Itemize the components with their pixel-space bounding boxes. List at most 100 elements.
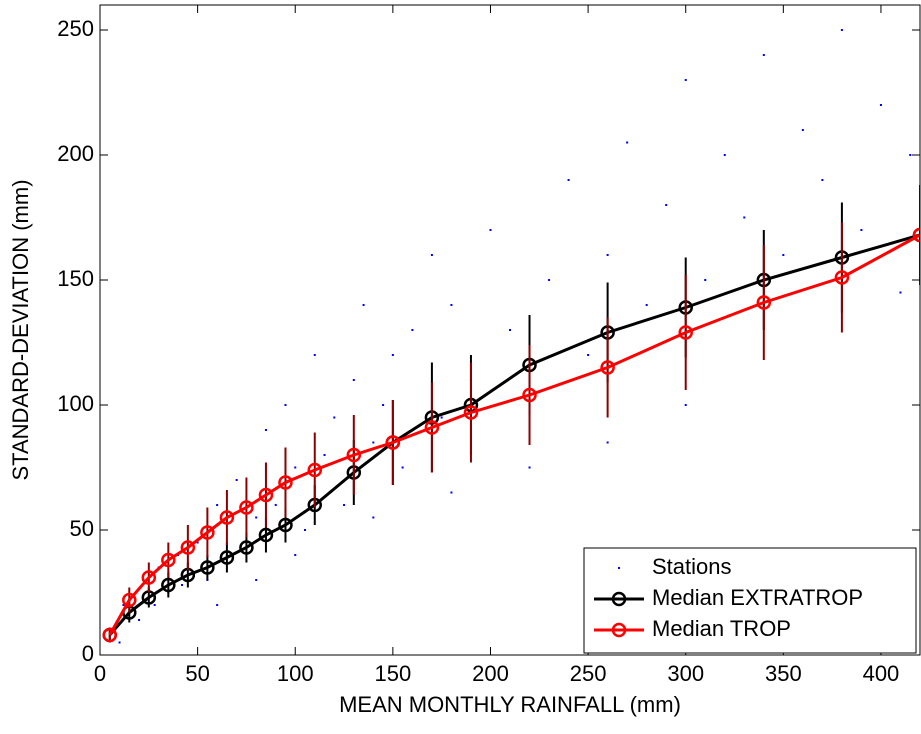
median-marker <box>161 577 176 593</box>
station-point <box>294 554 297 556</box>
median-marker <box>522 387 537 403</box>
median-marker <box>161 552 176 568</box>
station-point <box>138 619 141 621</box>
station-point <box>216 604 219 606</box>
station-point <box>840 29 843 31</box>
y-axis-label: STANDARD-DEVIATION (mm) <box>8 179 33 480</box>
station-point <box>181 584 183 586</box>
station-point <box>821 179 824 181</box>
legend-label: Stations <box>652 554 732 579</box>
x-tick-label: 250 <box>570 661 607 686</box>
station-point <box>450 304 453 306</box>
median-marker <box>239 540 254 555</box>
station-point <box>118 641 121 644</box>
x-tick-label: 400 <box>863 661 900 686</box>
station-point <box>430 254 433 256</box>
plot <box>102 29 920 644</box>
median-marker <box>463 405 479 420</box>
station-point <box>372 441 375 444</box>
legend-label: Median EXTRATROP <box>652 585 863 610</box>
station-point <box>782 254 785 256</box>
station-point <box>567 179 570 181</box>
median-marker <box>424 420 440 435</box>
station-point <box>216 504 219 506</box>
station-point <box>645 304 648 306</box>
station-point <box>352 379 355 381</box>
station-point <box>909 154 912 156</box>
station-point <box>313 354 316 356</box>
station-point <box>440 416 443 419</box>
median-marker <box>834 270 850 285</box>
station-point <box>235 479 238 481</box>
legend-swatch <box>611 591 627 607</box>
station-point <box>762 54 765 56</box>
median-marker <box>122 592 137 608</box>
x-tick-label: 200 <box>472 661 509 686</box>
station-point <box>323 454 326 456</box>
median-marker <box>180 540 196 555</box>
x-tick-label: 300 <box>667 661 704 686</box>
y-tick-label: 100 <box>57 391 94 416</box>
station-point <box>587 354 590 356</box>
x-tick-label: 100 <box>277 661 314 686</box>
station-point <box>704 279 707 281</box>
station-point <box>264 429 267 431</box>
station-point <box>343 504 346 506</box>
station-point <box>411 329 414 331</box>
station-point <box>382 404 385 406</box>
median-marker <box>141 570 157 585</box>
station-point <box>626 141 629 144</box>
x-tick-label: 50 <box>185 661 209 686</box>
station-point <box>723 154 726 156</box>
median-marker <box>200 525 215 540</box>
x-tick-label: 150 <box>374 661 411 686</box>
station-point <box>743 216 746 219</box>
station-point <box>362 304 365 306</box>
median-marker <box>678 325 693 340</box>
legend-label: Median TROP <box>652 616 791 641</box>
station-point <box>801 129 804 131</box>
x-tick-label: 0 <box>94 661 106 686</box>
y-tick-label: 0 <box>82 641 94 666</box>
legend-swatch <box>618 567 620 569</box>
y-tick-label: 50 <box>70 516 94 541</box>
station-point <box>372 516 375 519</box>
median-marker <box>278 517 293 533</box>
station-point <box>391 354 394 356</box>
station-point <box>196 541 199 544</box>
station-point <box>606 441 609 444</box>
station-point <box>255 516 258 519</box>
station-point <box>294 466 297 469</box>
y-tick-label: 250 <box>57 16 94 41</box>
station-point <box>528 466 531 469</box>
station-point <box>122 604 125 606</box>
x-axis-label: MEAN MONTHLY RAINFALL (mm) <box>339 692 681 717</box>
station-point <box>489 229 492 231</box>
station-point <box>684 79 687 81</box>
station-point <box>665 204 668 206</box>
median-marker <box>258 487 274 503</box>
station-point <box>548 279 551 281</box>
median-line <box>108 233 920 636</box>
station-point <box>401 466 404 469</box>
median-marker <box>385 435 401 450</box>
median-marker <box>912 227 920 243</box>
median-marker <box>219 550 235 565</box>
median-marker <box>219 510 235 525</box>
station-point <box>333 416 336 419</box>
station-point <box>255 579 258 581</box>
station-point <box>274 504 277 506</box>
station-point <box>153 604 156 606</box>
station-point <box>606 254 609 256</box>
station-point <box>899 291 902 294</box>
median-marker <box>239 500 254 515</box>
median-marker <box>200 560 215 575</box>
median-marker <box>258 527 274 543</box>
legend-swatch <box>611 622 627 638</box>
median-marker <box>102 627 118 643</box>
station-point <box>304 529 306 531</box>
plot-frame <box>99 4 921 656</box>
station-point <box>879 104 882 106</box>
station-point <box>509 329 511 331</box>
